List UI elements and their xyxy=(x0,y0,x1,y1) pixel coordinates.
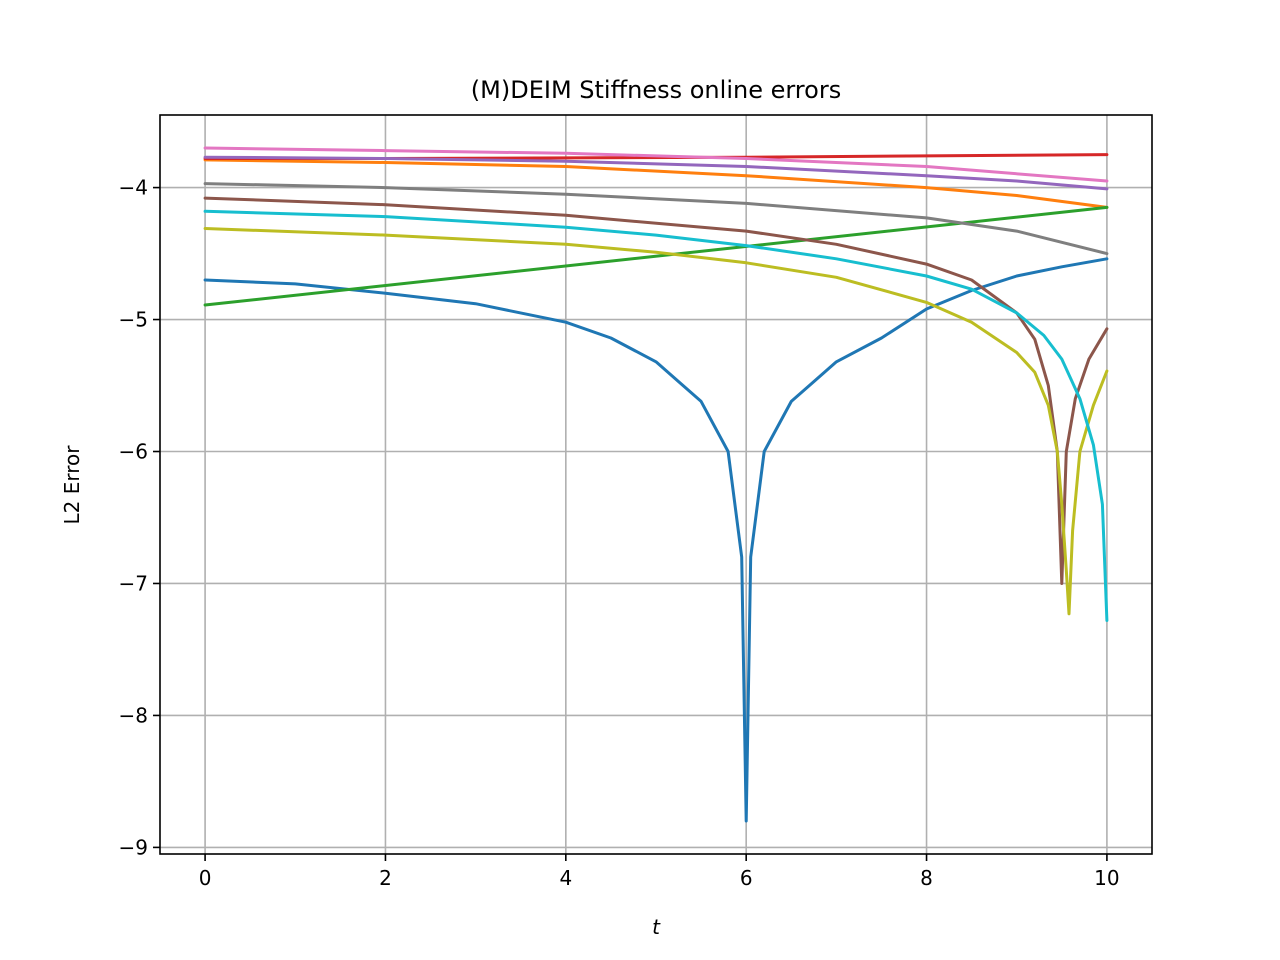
plot-area-background xyxy=(160,115,1152,854)
x-tick-label: 6 xyxy=(740,866,753,890)
x-axis-label: t xyxy=(652,915,661,939)
y-tick-label: −6 xyxy=(119,440,148,464)
plot-frame xyxy=(159,114,1153,855)
y-tick-label: −4 xyxy=(119,176,148,200)
series-line xyxy=(203,209,1109,622)
y-axis-label: L2 Error xyxy=(60,445,84,525)
x-tick-label: 10 xyxy=(1094,866,1119,890)
series-line xyxy=(203,182,1109,256)
x-tick-label: 0 xyxy=(199,866,212,890)
ticks: 0 2 4 6 8 10 −9 −8 −7 −6 −5 −4 xyxy=(119,176,1120,890)
x-tick-label: 4 xyxy=(559,866,572,890)
x-tick-label: 2 xyxy=(379,866,392,890)
x-tick-label: 8 xyxy=(920,866,933,890)
series-line xyxy=(203,257,1109,823)
y-tick-label: −5 xyxy=(119,308,148,332)
chart-title: (M)DEIM Stiffness online errors xyxy=(471,76,841,104)
series-line xyxy=(203,227,1109,616)
y-tick-label: −8 xyxy=(119,703,148,727)
series-line xyxy=(203,158,1109,209)
series-line xyxy=(203,146,1109,183)
y-tick-label: −7 xyxy=(119,571,148,595)
series-line xyxy=(203,196,1109,585)
grid xyxy=(160,115,1152,854)
series-line xyxy=(203,155,1109,191)
y-tick-label: −9 xyxy=(119,835,148,859)
series-group xyxy=(203,146,1109,823)
